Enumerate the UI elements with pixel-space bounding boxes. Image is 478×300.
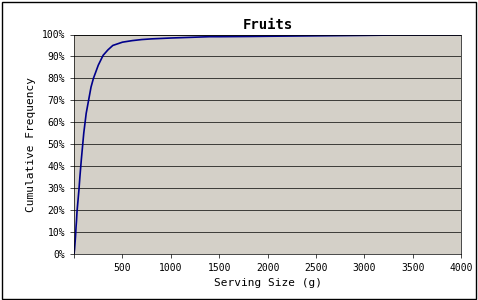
Y-axis label: Cumulative Frequency: Cumulative Frequency <box>26 76 36 212</box>
X-axis label: Serving Size (g): Serving Size (g) <box>214 278 322 288</box>
Title: Fruits: Fruits <box>242 18 293 32</box>
